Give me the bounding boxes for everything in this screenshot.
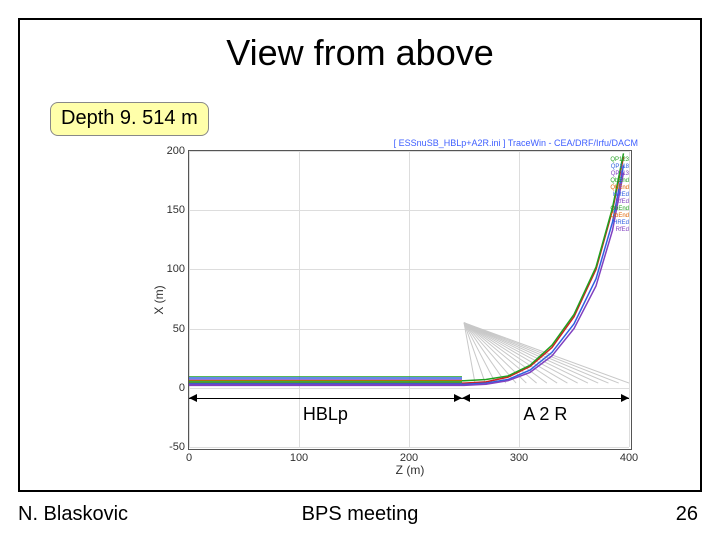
element-label: QbEnd (610, 178, 629, 184)
footer-author: N. Blaskovic (18, 503, 128, 526)
page-number: 26 (676, 503, 698, 526)
range-arrow-hblp (189, 398, 462, 399)
y-tick: -50 (169, 441, 185, 453)
element-label: RfEd (616, 227, 629, 233)
gridline-vertical (629, 151, 630, 447)
content-frame: View from above Depth 9. 514 m [ ESSnuSB… (18, 18, 702, 492)
slide: View from above Depth 9. 514 m [ ESSnuSB… (0, 0, 720, 540)
x-tick: 400 (620, 452, 638, 464)
y-tick: 200 (167, 145, 185, 157)
y-tick: 100 (167, 263, 185, 275)
range-label-a2r: A 2 R (523, 404, 567, 425)
slide-title: View from above (20, 32, 700, 74)
trajectory-curve (189, 153, 624, 380)
y-tick: 50 (173, 323, 185, 335)
element-label: QP118 (611, 164, 629, 170)
x-axis-label: Z (m) (396, 463, 425, 477)
y-tick: 0 (179, 382, 185, 394)
element-label: QP123 (610, 157, 629, 163)
element-label: QbEnd (610, 185, 629, 191)
beamline-track (189, 384, 462, 385)
x-tick: 100 (290, 452, 308, 464)
chart-header: [ ESSnuSB_HBLp+A2R.ini ] TraceWin - CEA/… (394, 138, 638, 148)
element-label: RfEd (616, 199, 629, 205)
element-label: HREd (613, 192, 629, 198)
element-label: QbEnd (610, 213, 629, 219)
footer-meeting: BPS meeting (302, 503, 419, 526)
trajectory-curve (189, 172, 624, 385)
element-label: QP113 (611, 171, 629, 177)
y-axis-label: X (m) (152, 285, 166, 314)
element-label: HREd (613, 220, 629, 226)
gridline-horizontal (189, 447, 629, 448)
element-label: QbEnd (610, 206, 629, 212)
x-tick: 200 (400, 452, 418, 464)
range-arrow-a2r (462, 398, 629, 399)
y-tick: 150 (167, 204, 185, 216)
range-label-hblp: HBLp (303, 404, 348, 425)
depth-badge: Depth 9. 514 m (50, 102, 209, 136)
trajectory-curve (189, 165, 624, 384)
curve-layer (189, 151, 629, 447)
x-tick: 300 (510, 452, 528, 464)
chart: [ ESSnuSB_HBLp+A2R.ini ] TraceWin - CEA/… (148, 138, 640, 474)
x-tick: 0 (186, 452, 192, 464)
plot-area: X (m) Z (m) 0100200300400-50050100150200… (188, 150, 632, 450)
